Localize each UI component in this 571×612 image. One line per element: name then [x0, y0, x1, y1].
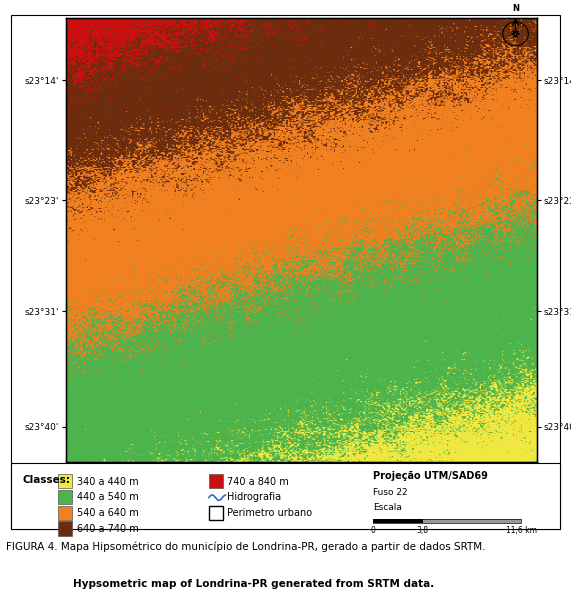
Bar [58, 474, 73, 488]
Text: 740 a 840 m: 740 a 840 m [227, 477, 289, 487]
Text: N: N [512, 4, 519, 13]
Bar [423, 520, 521, 523]
Text: FIGURA 4. Mapa Hipsométrico do município de Londrina-PR, gerado a partir de dado: FIGURA 4. Mapa Hipsométrico do município… [6, 542, 485, 553]
Text: Classes:: Classes: [22, 475, 70, 485]
Text: Hypsometric map of Londrina-PR generated from SRTM data.: Hypsometric map of Londrina-PR generated… [73, 578, 434, 589]
Text: 440 a 540 m: 440 a 540 m [77, 493, 138, 502]
Bar [373, 520, 521, 523]
Bar [58, 506, 73, 520]
Text: 0: 0 [371, 526, 376, 535]
Bar [209, 474, 223, 488]
Text: 340 a 440 m: 340 a 440 m [77, 477, 138, 487]
Text: 540 a 640 m: 540 a 640 m [77, 508, 138, 518]
Text: Escala: Escala [373, 503, 402, 512]
Text: 11,6 km: 11,6 km [506, 526, 537, 535]
Text: Fuso 22: Fuso 22 [373, 488, 408, 497]
Text: 640 a 740 m: 640 a 740 m [77, 524, 138, 534]
Text: Projeção UTM/SAD69: Projeção UTM/SAD69 [373, 471, 488, 481]
Text: 3,8: 3,8 [416, 526, 429, 535]
Text: Perimetro urbano: Perimetro urbano [227, 508, 312, 518]
Text: Hidrografia: Hidrografia [227, 493, 282, 502]
Bar [373, 520, 423, 523]
Bar [58, 490, 73, 504]
Bar [209, 506, 223, 520]
Bar [58, 521, 73, 536]
